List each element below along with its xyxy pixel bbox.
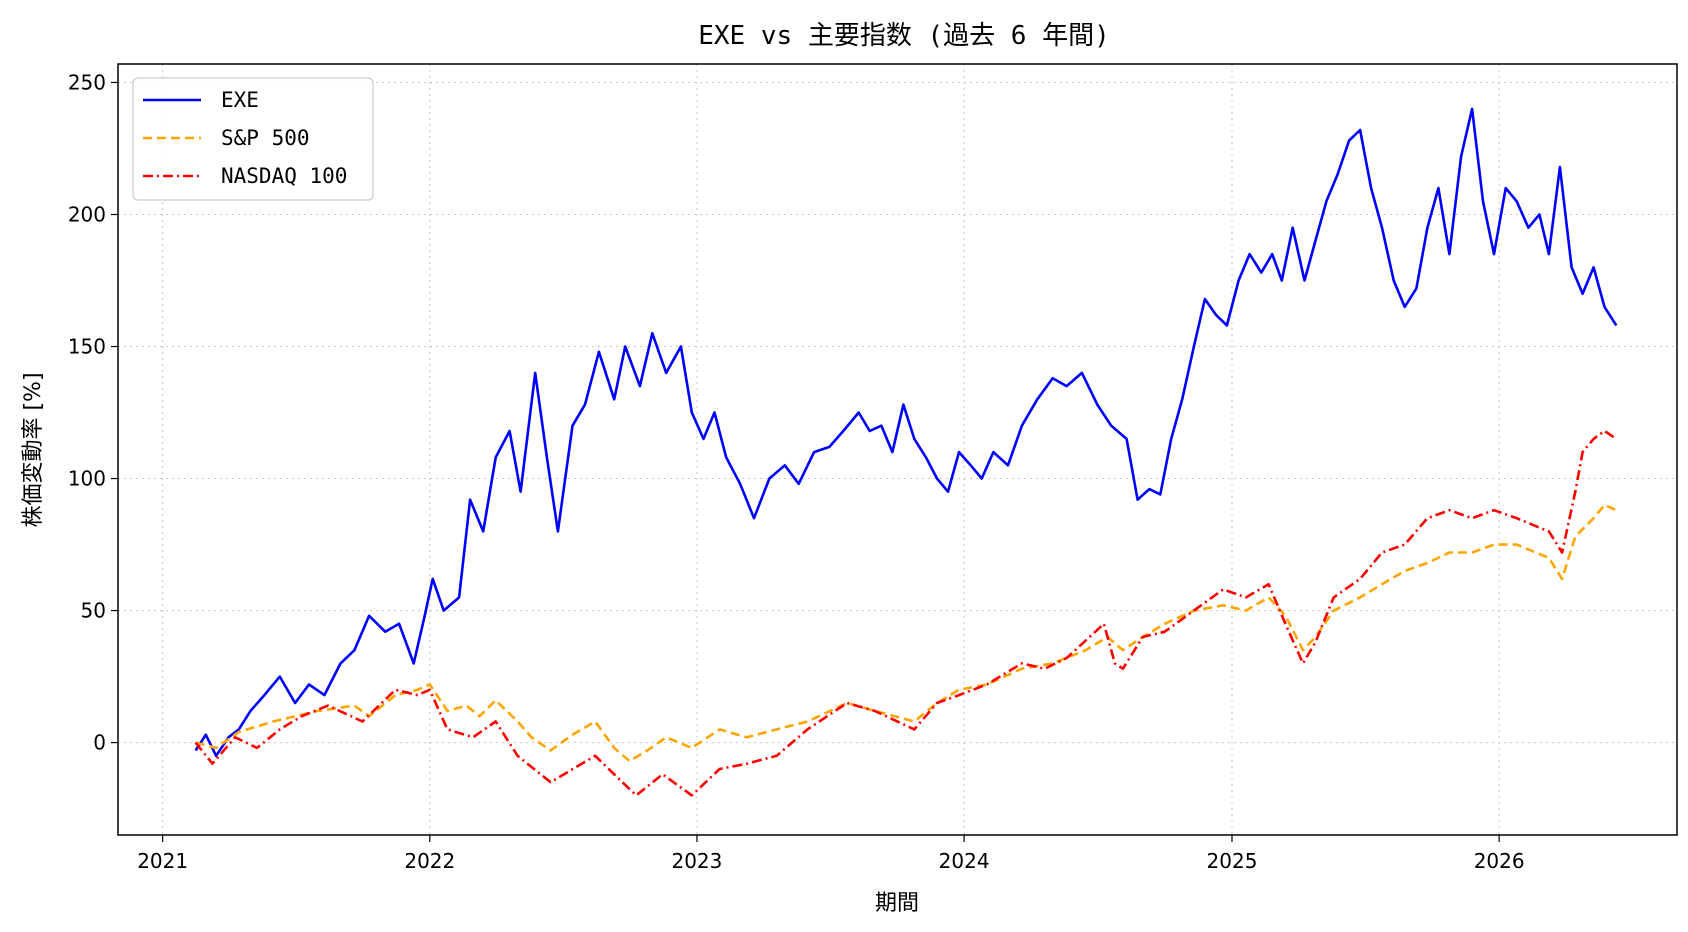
series-line-s-p-500 <box>195 503 1617 763</box>
legend-box <box>132 77 374 201</box>
series-line-nasdaq-100 <box>194 429 1618 797</box>
plot-frame <box>117 63 1678 836</box>
x-tick-label: 2021 <box>137 849 188 873</box>
y-tick-label: 200 <box>68 203 106 227</box>
series-lines <box>194 107 1618 797</box>
chart-title: EXE vs 主要指数 (過去 6 年間) <box>698 21 1110 51</box>
legend-label: EXE <box>221 88 259 112</box>
y-tick-label: 150 <box>68 335 106 359</box>
grid <box>118 64 1677 835</box>
y-tick-label: 250 <box>68 70 106 94</box>
y-tick-label: 0 <box>93 731 106 755</box>
x-tick-label: 2026 <box>1474 849 1525 873</box>
x-tick-label: 2024 <box>939 849 990 873</box>
legend: EXE S&P 500 NASDAQ 100 <box>132 77 374 201</box>
x-tick-label: 2023 <box>671 849 722 873</box>
y-tick-label: 50 <box>81 599 106 623</box>
axis-ticks: 2021 2022 2023 2024 2025 2026 0 50 100 150 200 250 <box>68 70 1525 873</box>
y-axis-label: 株価変動率 [%] <box>21 372 46 527</box>
x-tick-label: 2022 <box>404 849 455 873</box>
y-tick-label: 100 <box>68 467 106 491</box>
legend-label: S&P 500 <box>221 126 310 150</box>
series-line-exe <box>194 107 1618 758</box>
x-tick-label: 2025 <box>1207 849 1258 873</box>
x-axis-label: 期間 <box>875 891 919 916</box>
legend-label: NASDAQ 100 <box>221 164 347 188</box>
